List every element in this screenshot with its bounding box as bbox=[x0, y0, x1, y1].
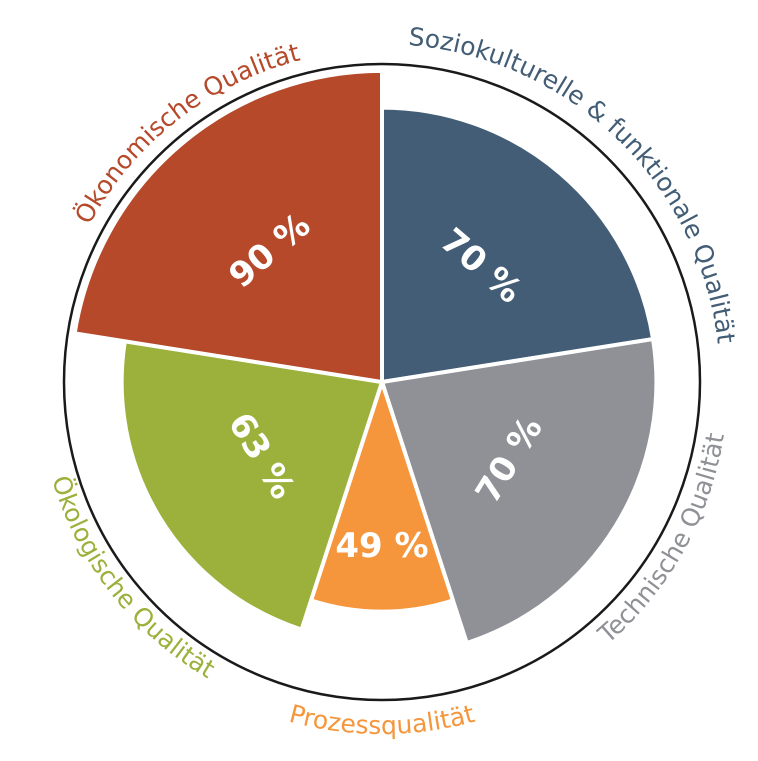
category-text: Prozessqualität bbox=[287, 699, 478, 740]
sector bbox=[380, 337, 659, 645]
outer-ring bbox=[62, 62, 702, 702]
value-label: 49 % bbox=[335, 526, 428, 566]
sector bbox=[309, 380, 455, 614]
sector bbox=[380, 105, 656, 384]
sector bbox=[72, 68, 384, 384]
sector bbox=[119, 339, 384, 632]
category-label: Prozessqualität bbox=[287, 699, 478, 740]
